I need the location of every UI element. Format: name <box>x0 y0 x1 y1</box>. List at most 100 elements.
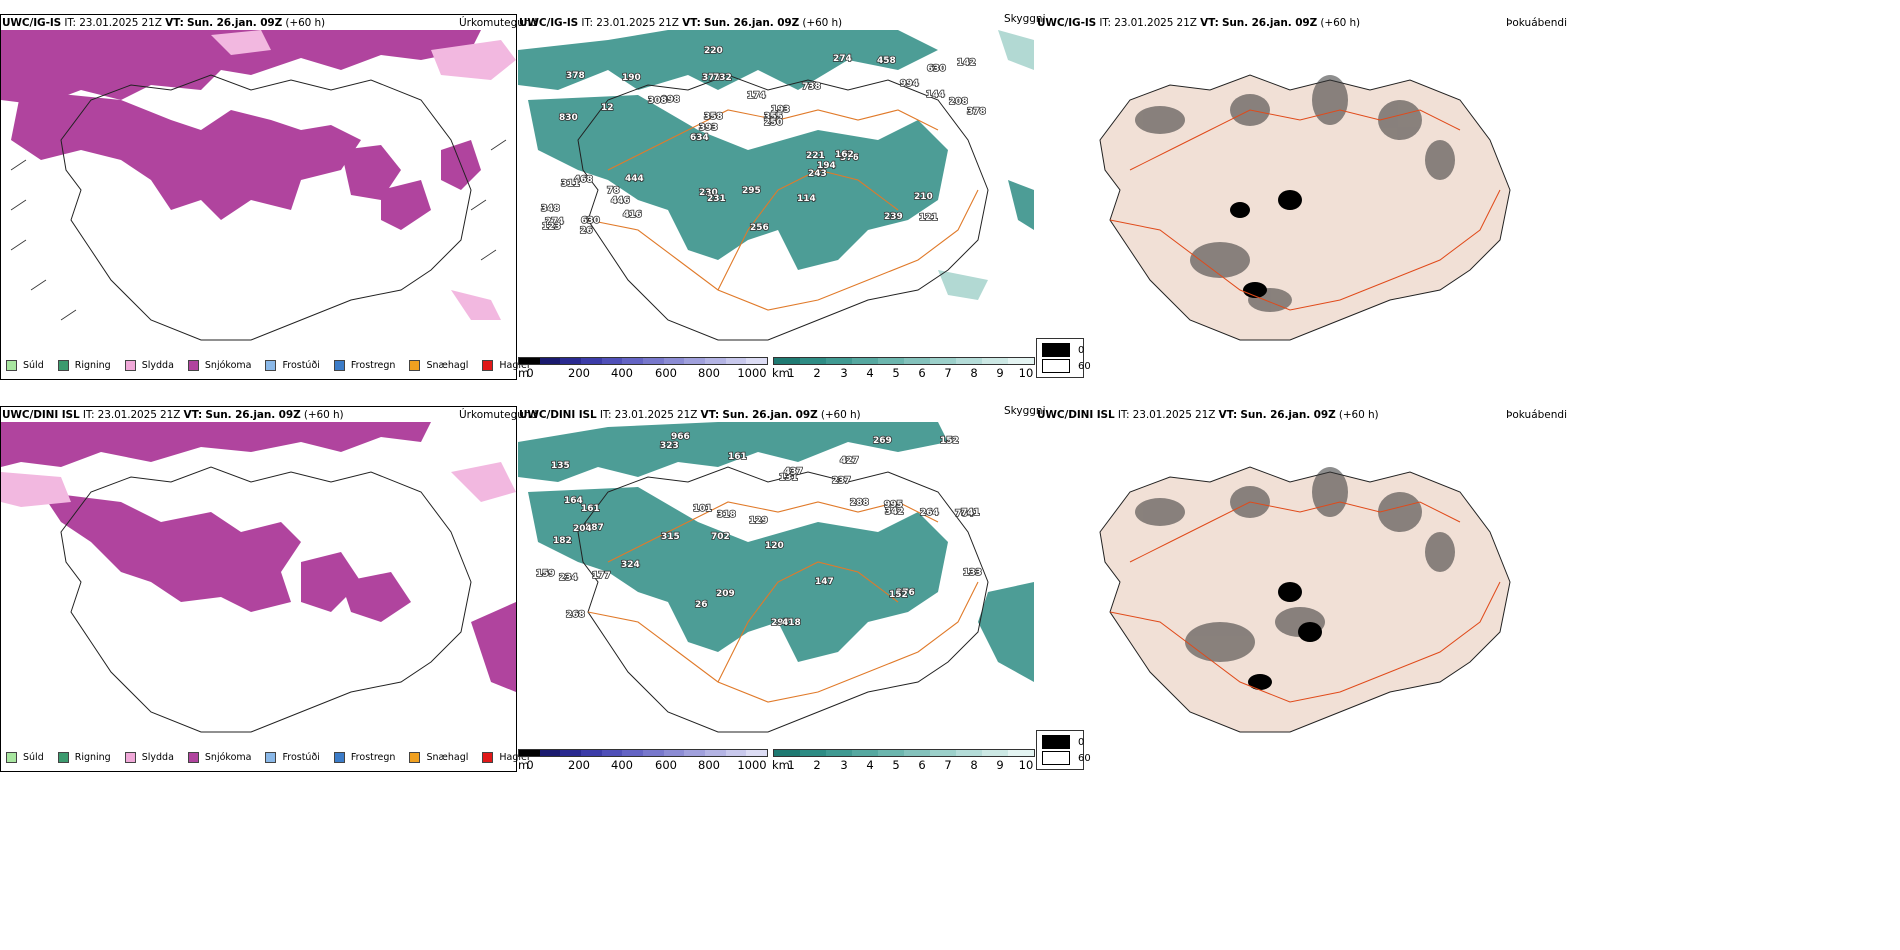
ceiling-label: 135 <box>551 461 570 471</box>
fog-map-top <box>1040 30 1555 350</box>
valid-time: Sun. 26.jan. 09Z <box>205 409 301 421</box>
precip-panel-bottom <box>0 406 517 772</box>
tick: 800 <box>698 366 720 380</box>
swatch <box>482 360 494 371</box>
colorbar-cell <box>643 358 664 364</box>
ceiling-label: 26 <box>695 600 708 610</box>
wind-barbs <box>10 139 507 321</box>
legend-item: Slydda <box>124 752 174 763</box>
iceland-coastline <box>577 466 989 733</box>
vt-label: VT: <box>165 17 184 29</box>
tick: 9 <box>996 366 1004 380</box>
ceiling-strip <box>518 749 768 757</box>
ceiling-label: 152 <box>940 436 959 446</box>
model-name: UWC/DINI ISL <box>519 409 597 421</box>
ceiling-label: 318 <box>717 510 736 520</box>
vt-label: VT: <box>1200 17 1219 29</box>
tick: 3 <box>840 758 848 772</box>
precip-map-svg <box>1 422 516 733</box>
colorbar-cell <box>1008 358 1034 364</box>
colorbar-cell <box>705 750 726 756</box>
ceiling-label: 120 <box>765 541 784 551</box>
precip-map-svg <box>1 30 516 341</box>
ceiling-label: 250 <box>764 118 783 128</box>
tick: 200 <box>568 366 590 380</box>
ceiling-label: 234 <box>559 573 578 583</box>
ceiling-label: 630 <box>927 64 946 74</box>
colorbar-cell <box>800 358 826 364</box>
legend-label: Rigning <box>74 752 111 763</box>
visibility-areas <box>518 30 1034 270</box>
ceiling-label: 182 <box>553 536 572 546</box>
ceiling-unit-top: m <box>518 366 530 380</box>
iceland-coastline <box>60 466 472 733</box>
ceiling-strip <box>518 357 768 365</box>
ceiling-label: 784 <box>955 509 974 519</box>
colorbar-cell <box>725 750 747 756</box>
vis-strip <box>773 749 1035 757</box>
model-name: UWC/IG-IS <box>1037 17 1097 29</box>
cloud-map-svg: 121 830 630 634 738 630 378 174 468 998 348 446 732 1… <box>518 30 1034 341</box>
colorbar-cell <box>852 750 878 756</box>
ceiling-ticks: 0 200 400 600 800 1000 <box>518 365 768 380</box>
colorbar-cell <box>643 750 664 756</box>
legend-label: Snæhagl <box>426 752 469 763</box>
vt-label: VT: <box>700 409 720 421</box>
swatch <box>409 360 421 371</box>
vis-unit-top: km <box>772 366 790 380</box>
ceiling-label: 231 <box>707 194 726 204</box>
swatch <box>187 360 199 371</box>
ceiling-label: 437 <box>784 467 803 477</box>
ceiling-label: 269 <box>873 436 892 446</box>
model-name: UWC/DINI ISL <box>2 409 80 421</box>
legend-label: 0 <box>1078 736 1085 748</box>
colorbar-cell <box>956 358 982 364</box>
vis-ticks: 1 2 3 4 5 6 7 8 9 10 <box>773 365 1035 380</box>
legend-item: Súld <box>6 360 44 371</box>
ceiling-label: 998 <box>661 95 680 105</box>
legend-label: 60 <box>1078 360 1091 372</box>
cloud-map-svg: 966 427 784 702 120 587 135 237 182 131 129 268 323 3… <box>518 422 1034 733</box>
tick: 0 <box>526 366 534 380</box>
ceiling-label: 444 <box>625 174 644 184</box>
legend-item: Frostregn <box>333 360 395 371</box>
fog-legend-row: 60 <box>1042 359 1091 373</box>
ceiling-label: 174 <box>747 91 766 101</box>
roads <box>1109 501 1501 703</box>
ceiling-colorbar-top: 0 200 400 600 800 1000 <box>518 357 768 380</box>
swatch <box>6 752 17 763</box>
ceiling-ticks: 0 200 400 600 800 1000 <box>518 757 768 772</box>
tick: 4 <box>866 366 874 380</box>
init-time: IT: 23.01.2025 21Z <box>581 17 679 29</box>
swatch <box>265 752 277 763</box>
swatch <box>187 752 199 763</box>
ceiling-label: 587 <box>585 523 604 533</box>
model-name: UWC/DINI ISL <box>1037 409 1115 421</box>
legend-label: Frostúði <box>282 360 320 371</box>
ceiling-label: 101 <box>693 504 712 514</box>
swatch <box>333 752 345 763</box>
valid-time: Sun. 26.jan. 09Z <box>1240 409 1336 421</box>
tick: 1 <box>787 758 795 772</box>
legend-item: Rigning <box>57 360 111 371</box>
tick: 600 <box>655 758 677 772</box>
ceiling-label: 12 <box>601 103 614 113</box>
ceiling-label: 348 <box>541 204 560 214</box>
tick: 800 <box>698 758 720 772</box>
valid-time: Sun. 26.jan. 09Z <box>722 409 818 421</box>
precip-legend-top: Súld Rigning Slydda Snjókoma Frostúði Fr… <box>6 360 544 371</box>
ceiling-label: 209 <box>716 589 735 599</box>
light-areas <box>211 30 516 320</box>
ceiling-label: 468 <box>574 175 593 185</box>
colorbar-cell <box>601 750 623 756</box>
legend-label: Slydda <box>141 360 174 371</box>
init-time: IT: 23.01.2025 21Z <box>599 409 698 421</box>
legend-label: Súld <box>23 752 44 763</box>
ceiling-label: 194 <box>817 161 836 171</box>
ceiling-label: 133 <box>963 568 982 578</box>
tick: 400 <box>611 758 633 772</box>
legend-item: Rigning <box>57 752 111 763</box>
swatch <box>57 360 69 371</box>
snow-areas <box>1 422 516 692</box>
ceiling-label: 237 <box>832 476 851 486</box>
